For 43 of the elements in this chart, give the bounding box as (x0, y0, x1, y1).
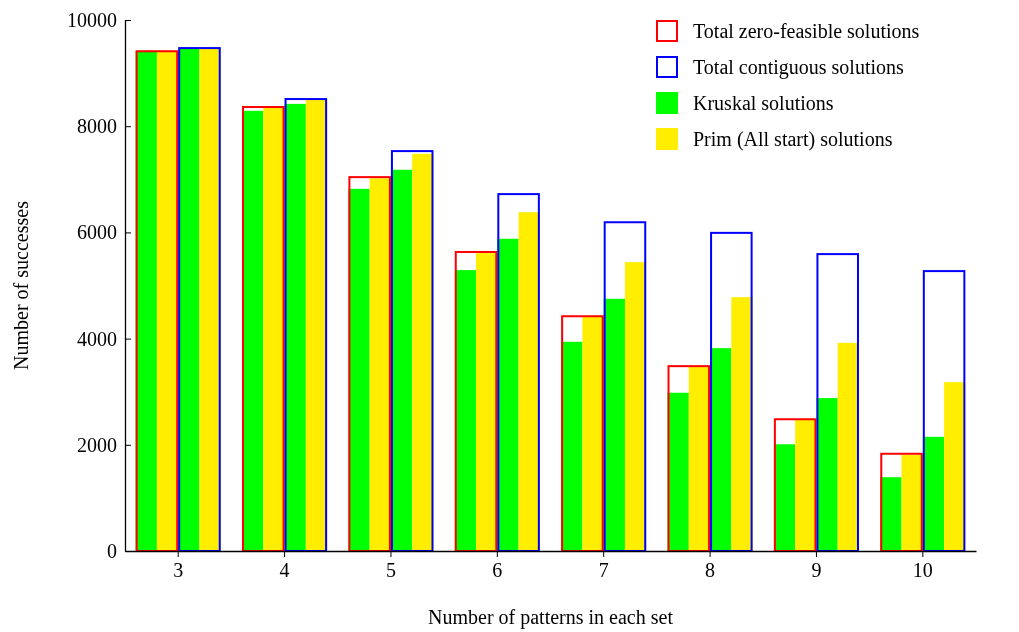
y-tick-label: 2000 (77, 433, 117, 456)
y-tick-label: 8000 (77, 115, 117, 138)
bar (922, 270, 966, 552)
x-tick-label: 10 (912, 559, 933, 582)
y-tick-label: 4000 (77, 327, 117, 350)
legend-label: Total contiguous solutions (693, 56, 905, 79)
bar (773, 418, 817, 552)
bar (263, 107, 285, 551)
bar (816, 398, 838, 551)
y-tick-label: 0 (107, 539, 117, 562)
y-axis-title: Number of successes (10, 200, 32, 370)
x-tick-label: 5 (385, 559, 396, 582)
x-tick-label: 6 (492, 559, 503, 582)
bar (816, 253, 859, 552)
x-tick-label: 8 (705, 559, 716, 582)
x-tick-label: 4 (279, 559, 290, 582)
bar (135, 50, 179, 552)
bar (348, 176, 391, 552)
bar (710, 231, 753, 552)
x-axis-title: Number of patterns in each set (428, 606, 674, 629)
bar (497, 193, 540, 552)
bar (582, 316, 604, 551)
bar (199, 48, 221, 551)
bar (390, 150, 434, 552)
legend-label: Prim (All start) solutions (693, 128, 893, 151)
bar (603, 221, 647, 552)
bar (667, 365, 711, 552)
bar (454, 250, 498, 552)
bar (731, 297, 753, 551)
bar (284, 98, 328, 552)
bar (561, 315, 604, 552)
legend-label: Total zero-feasible solutions (693, 20, 920, 42)
bar (880, 452, 923, 552)
bar (497, 238, 519, 551)
x-tick-label: 3 (173, 559, 184, 582)
legend-label: Kruskal solutions (693, 92, 834, 114)
bar (178, 47, 221, 552)
bar (242, 106, 285, 552)
x-tick-label: 9 (811, 559, 822, 582)
y-tick-label: 10000 (67, 8, 117, 31)
bar (348, 188, 370, 551)
y-tick-label: 6000 (77, 221, 117, 244)
x-tick-label: 7 (598, 559, 609, 582)
